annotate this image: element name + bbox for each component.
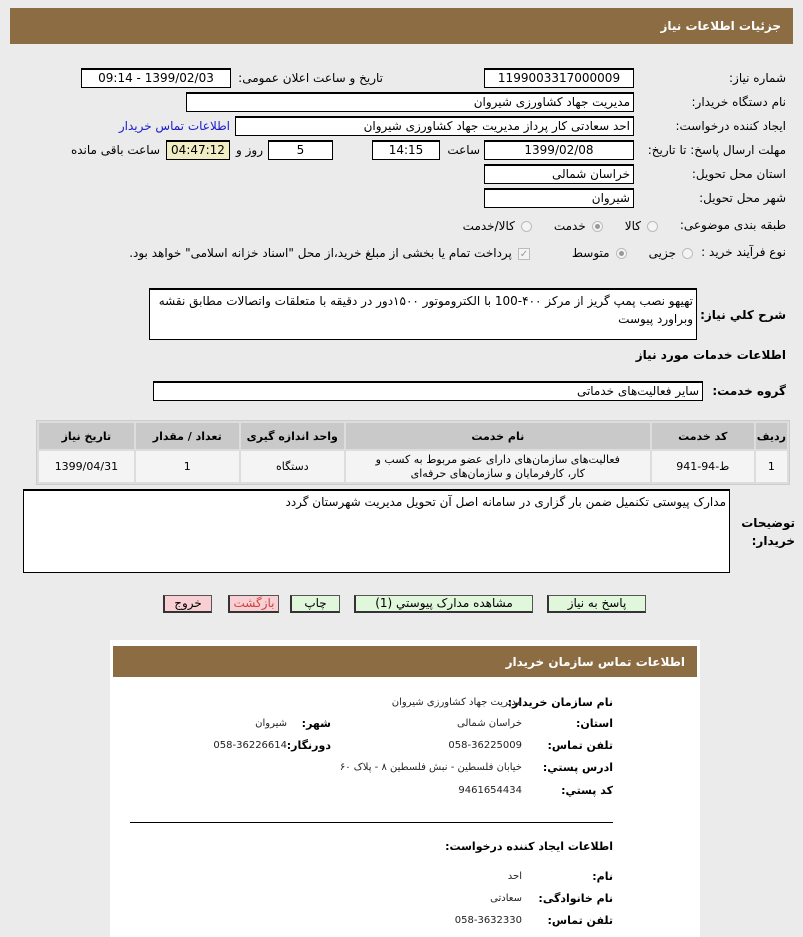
checkbox-checked-icon[interactable]: ✓ <box>517 247 530 260</box>
category-option-service[interactable]: خدمت <box>554 216 603 236</box>
family-label: نام خانوادگی: <box>538 892 613 905</box>
view-attachments-button[interactable]: مشاهده مدارک پیوستي (1) <box>354 595 533 613</box>
org-value: مدیریت جهاد کشاورزی شیروان <box>391 697 522 708</box>
postal-label: کد پستي: <box>561 784 613 797</box>
phone-label: تلفن تماس: <box>547 739 613 752</box>
remaining-time: 04:47:12 <box>166 140 230 160</box>
service-group-label: گروه خدمت: <box>712 384 786 398</box>
cell-row: 1 <box>755 451 787 482</box>
cell-code: ط-94-941 <box>651 451 754 482</box>
service-group-field: سایر فعالیت‌های خدماتی <box>153 381 703 401</box>
col-date: تاریخ نیاز <box>39 423 134 449</box>
process-option-minor[interactable]: جزیی <box>649 243 693 263</box>
process-label: نوع فرآیند خرید : <box>701 245 786 259</box>
deadline-date-field: 1399/02/08 <box>484 140 634 160</box>
cell-unit: دستگاه <box>240 451 344 482</box>
city-field: شیروان <box>484 188 634 208</box>
table-row: 1 ط-94-941 فعالیت‌های سازمان‌های دارای ع… <box>39 451 787 482</box>
col-name: نام خدمت <box>345 423 650 449</box>
need-number-label: شماره نیاز: <box>729 71 786 85</box>
days-label: روز و <box>236 143 263 157</box>
description-textarea[interactable]: تهیهو نصب پمپ گریز از مرکز ۴۰۰-100 با ال… <box>149 288 697 340</box>
contact-card-header: اطلاعات تماس سازمان خریدار <box>113 646 697 677</box>
need-number-field: 1199003317000009 <box>484 68 634 88</box>
buyer-notes-textarea[interactable]: مدارک پیوستی تکنمیل ضمن بار گزاری در سام… <box>23 489 730 573</box>
print-button[interactable]: چاپ <box>290 595 340 613</box>
creator-label: ایجاد کننده درخواست: <box>675 119 786 133</box>
col-code: کد خدمت <box>651 423 754 449</box>
contact-card-title: اطلاعات تماس سازمان خریدار <box>505 654 685 669</box>
address-value: خیابان فلسطین - نبش فلسطین ۸ - پلاک ۶۰ <box>339 762 522 773</box>
province-value: خراسان شمالی <box>456 718 522 729</box>
treasury-payment-checkbox[interactable]: ✓پرداخت تمام یا بخشی از مبلغ خرید،از محل… <box>129 246 530 260</box>
page-header: جزئیات اطلاعات نیاز <box>10 8 793 44</box>
page-title: جزئیات اطلاعات نیاز <box>660 19 781 33</box>
category-radio-group: کالا خدمت کالا/خدمت <box>463 216 658 236</box>
cell-date: 1399/04/31 <box>39 451 134 482</box>
radio-selected-icon[interactable] <box>615 248 627 259</box>
city-label: شهر: <box>301 717 331 730</box>
process-option-medium[interactable]: متوسط <box>572 243 627 263</box>
category-option-goods[interactable]: کالا <box>625 216 658 236</box>
cell-name: فعالیت‌های سازمان‌های دارای عضو مربوط به… <box>345 451 650 482</box>
cell-qty: 1 <box>135 451 239 482</box>
city-label: شهر محل تحویل: <box>699 191 786 205</box>
reply-button[interactable]: پاسخ به نیاز <box>547 595 646 613</box>
exit-button[interactable]: خروج <box>163 595 212 613</box>
col-qty: تعداد / مقدار <box>135 423 239 449</box>
time-label: ساعت <box>447 143 480 157</box>
services-table: ردیف کد خدمت نام خدمت واحد اندازه گیری ت… <box>36 420 790 485</box>
buyer-contact-link[interactable]: اطلاعات تماس خریدار <box>118 119 230 133</box>
category-option-both[interactable]: کالا/خدمت <box>463 216 532 236</box>
col-row: ردیف <box>755 423 787 449</box>
fax-label: دورنگار: <box>286 739 331 752</box>
col-unit: واحد اندازه گیری <box>240 423 344 449</box>
services-section-title: اطلاعات خدمات مورد نیاز <box>635 348 786 362</box>
postal-value: 9461654434 <box>458 785 522 796</box>
buyer-org-field: مدیریت جهاد کشاورزی شیروان <box>186 92 634 112</box>
creator-phone-value: 058-3632330 <box>454 915 522 926</box>
creator-field: احد سعادتی کار پرداز مدیریت جهاد کشاورزی… <box>235 116 634 136</box>
remaining-label: ساعت باقی مانده <box>70 143 160 157</box>
desc-label: شرح كلي نياز: <box>700 308 786 322</box>
province-field: خراسان شمالی <box>484 164 634 184</box>
category-label: طبقه بندی موضوعی: <box>679 218 786 232</box>
deadline-label: مهلت ارسال پاسخ: تا تاریخ: <box>647 143 786 157</box>
province-label: استان: <box>576 717 613 730</box>
creator-section-title: اطلاعات ایجاد کننده درخواست: <box>445 840 613 853</box>
radio-icon[interactable] <box>682 248 693 259</box>
radio-icon[interactable] <box>647 221 658 232</box>
process-radio-group: جزیی متوسط ✓پرداخت تمام یا بخشی از مبلغ … <box>129 243 693 263</box>
fax-value: 058-36226614 <box>213 740 287 751</box>
buyer-contact-card <box>110 640 700 937</box>
creator-phone-label: تلفن تماس: <box>547 914 613 927</box>
announce-label: تاریخ و ساعت اعلان عمومی: <box>238 71 383 85</box>
deadline-time-field: 14:15 <box>372 140 440 160</box>
address-label: ادرس پستي: <box>542 761 613 774</box>
city-value: شیروان <box>255 718 287 729</box>
buyer-org-label: نام دستگاه خریدار: <box>691 95 787 109</box>
days-field: 5 <box>268 140 333 160</box>
table-header-row: ردیف کد خدمت نام خدمت واحد اندازه گیری ت… <box>39 423 787 449</box>
province-label: استان محل تحویل: <box>691 167 786 181</box>
org-label: نام سازمان خریدار: <box>507 696 613 709</box>
name-label: نام: <box>592 870 613 883</box>
notes-label: توضیحات خریدار: <box>741 516 795 548</box>
family-value: سعادتی <box>490 893 522 904</box>
announce-field: 1399/02/03 - 09:14 <box>81 68 231 88</box>
divider <box>130 822 613 823</box>
phone-value: 058-36225009 <box>448 740 522 751</box>
name-value: احد <box>507 871 522 882</box>
back-button[interactable]: بازگشت <box>228 595 279 613</box>
radio-icon[interactable] <box>520 221 532 232</box>
radio-selected-icon[interactable] <box>591 221 603 232</box>
